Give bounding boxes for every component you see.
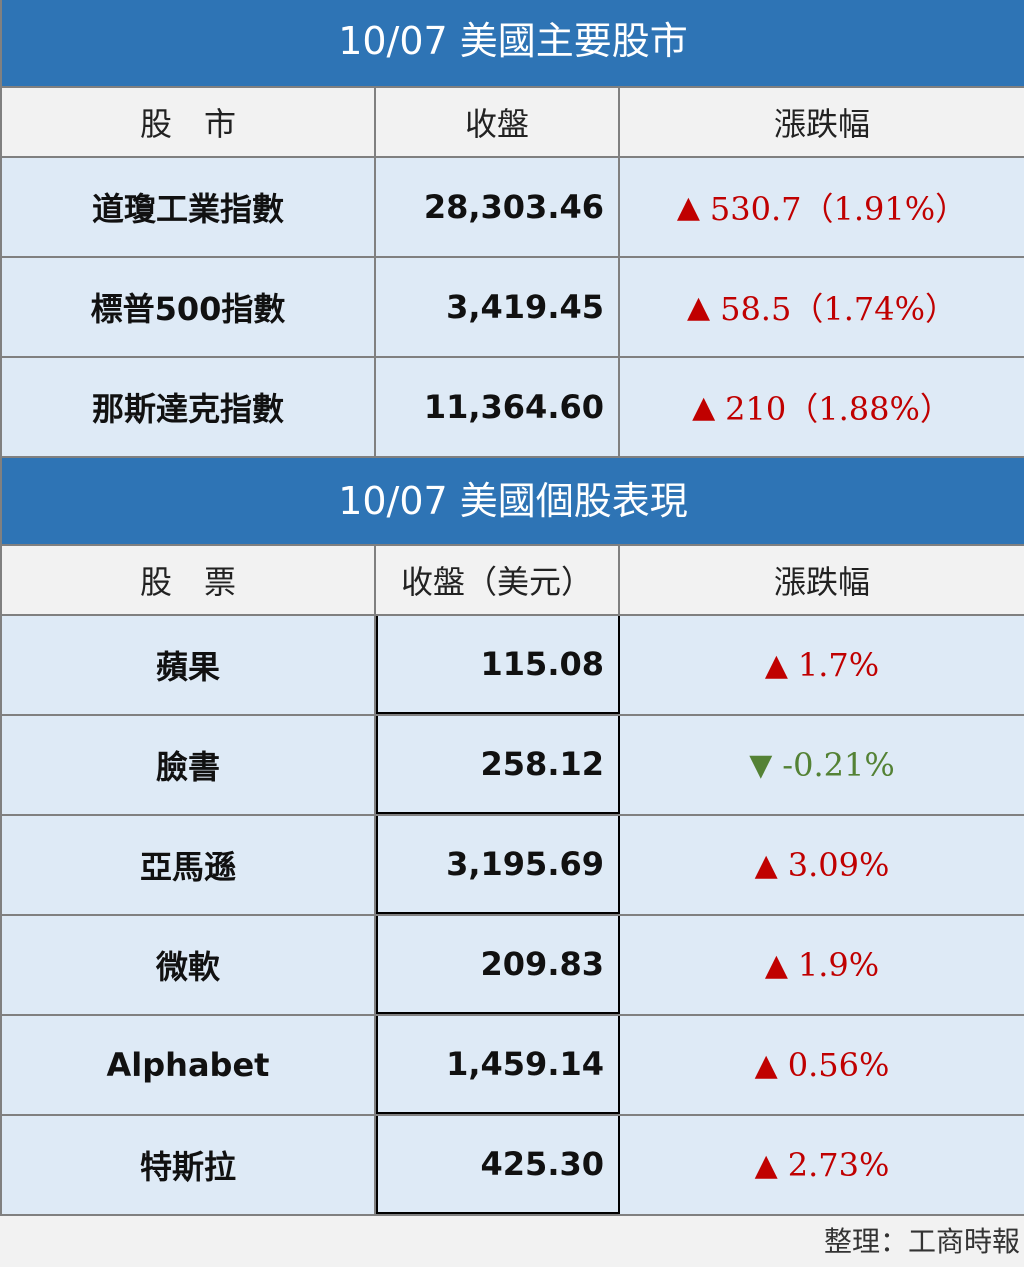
triangle-up-icon: ▲: [754, 1047, 778, 1083]
change-cell: ▲ 1.7%: [620, 616, 1024, 714]
triangle-up-icon: ▲: [764, 947, 788, 983]
change-value: 0.56%: [787, 1046, 890, 1084]
source-credit: 整理：工商時報: [823, 1225, 1020, 1258]
close-cell: 28,303.46: [376, 158, 620, 256]
change-cell: ▼ -0.21%: [620, 716, 1024, 814]
name-cell: 亞馬遜: [2, 816, 376, 914]
header-close-usd: 收盤（美元）: [376, 546, 620, 614]
change-cell: ▲ 1.9%: [620, 916, 1024, 1014]
name-cell: 道瓊工業指數: [2, 158, 376, 256]
header-close: 收盤: [376, 88, 620, 156]
change-value: 1.7%: [797, 646, 880, 684]
name-cell: 那斯達克指數: [2, 358, 376, 456]
change-value: 2.73%: [787, 1146, 890, 1184]
change-cell: ▲ 0.56%: [620, 1016, 1024, 1114]
name-cell: 微軟: [2, 916, 376, 1014]
triangle-up-icon: ▲: [754, 847, 778, 883]
close-cell: 425.30: [376, 1116, 620, 1214]
indices-title: 10/07 美國主要股市: [0, 0, 1024, 86]
header-stock: 股 票: [2, 546, 376, 614]
close-cell: 258.12: [376, 716, 620, 814]
triangle-up-icon: ▲: [676, 189, 700, 225]
close-cell: 1,459.14: [376, 1016, 620, 1114]
name-cell: 蘋果: [2, 616, 376, 714]
close-cell: 115.08: [376, 616, 620, 714]
triangle-up-icon: ▲: [764, 647, 788, 683]
change-cell: ▲ 3.09%: [620, 816, 1024, 914]
change-cell: ▲ 58.5（1.74%）: [620, 258, 1024, 356]
triangle-up-icon: ▲: [754, 1147, 778, 1183]
change-cell: ▲ 210（1.88%）: [620, 358, 1024, 456]
name-cell: 標普500指數: [2, 258, 376, 356]
change-value: 530.7（1.91%）: [709, 190, 968, 228]
table-row: 蘋果 115.08 ▲ 1.7%: [0, 616, 1024, 716]
table-row: 那斯達克指數 11,364.60 ▲ 210（1.88%）: [0, 358, 1024, 458]
name-cell: 特斯拉: [2, 1116, 376, 1214]
change-value: 210（1.88%）: [725, 390, 952, 428]
close-cell: 3,195.69: [376, 816, 620, 914]
table-row: 微軟 209.83 ▲ 1.9%: [0, 916, 1024, 1016]
table-row: 亞馬遜 3,195.69 ▲ 3.09%: [0, 816, 1024, 916]
indices-header-row: 股 市 收盤 漲跌幅: [0, 86, 1024, 158]
header-market: 股 市: [2, 88, 376, 156]
change-cell: ▲ 2.73%: [620, 1116, 1024, 1214]
name-cell: 臉書: [2, 716, 376, 814]
change-value: 58.5（1.74%）: [720, 290, 957, 328]
triangle-down-icon: ▼: [749, 747, 773, 783]
name-cell: Alphabet: [2, 1016, 376, 1114]
change-value: 1.9%: [797, 946, 880, 984]
stocks-title: 10/07 美國個股表現: [0, 458, 1024, 544]
stocks-header-row: 股 票 收盤（美元） 漲跌幅: [0, 544, 1024, 616]
table-row: 道瓊工業指數 28,303.46 ▲ 530.7（1.91%）: [0, 158, 1024, 258]
change-value: -0.21%: [782, 746, 895, 784]
change-cell: ▲ 530.7（1.91%）: [620, 158, 1024, 256]
table-row: 特斯拉 425.30 ▲ 2.73%: [0, 1116, 1024, 1216]
table-row: 臉書 258.12 ▼ -0.21%: [0, 716, 1024, 816]
change-value: 3.09%: [787, 846, 890, 884]
header-change: 漲跌幅: [773, 105, 870, 143]
triangle-up-icon: ▲: [692, 389, 716, 425]
triangle-up-icon: ▲: [687, 289, 711, 325]
close-cell: 3,419.45: [376, 258, 620, 356]
header-change: 漲跌幅: [773, 563, 870, 601]
close-cell: 209.83: [376, 916, 620, 1014]
table-row: 標普500指數 3,419.45 ▲ 58.5（1.74%）: [0, 258, 1024, 358]
table-row: Alphabet 1,459.14 ▲ 0.56%: [0, 1016, 1024, 1116]
close-cell: 11,364.60: [376, 358, 620, 456]
